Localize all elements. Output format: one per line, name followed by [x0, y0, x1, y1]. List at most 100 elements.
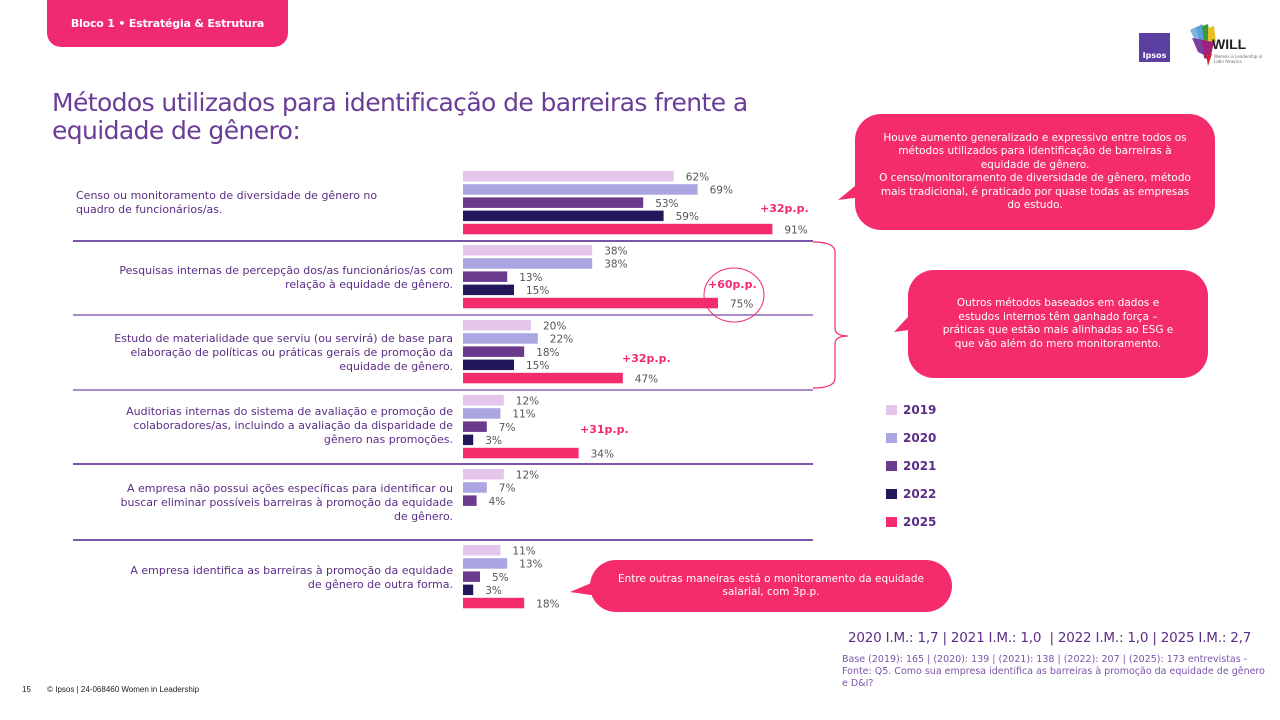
category-label-line: elaboração de políticas ou práticas gera…	[130, 346, 453, 359]
category-label-1: Pesquisas internas de percepção dos/as f…	[68, 264, 453, 292]
ipsos-logo: Ipsos	[1139, 33, 1170, 62]
legend-label: 2021	[903, 459, 937, 473]
value-label-2020-cat2: 22%	[550, 334, 573, 346]
legend-item-2025: 2025	[886, 508, 936, 536]
value-label-2019-cat0: 62%	[686, 172, 709, 184]
value-label-2025-cat0: 91%	[784, 224, 807, 236]
category-label-line: A empresa identifica as barreiras à prom…	[130, 564, 453, 577]
value-label-2019-cat4: 12%	[516, 470, 539, 482]
bar-2019-cat0	[463, 171, 674, 182]
bar-2019-cat3	[463, 395, 504, 406]
bar-2021-cat3	[463, 421, 487, 432]
grouping-brace	[812, 241, 849, 389]
legend-swatch	[886, 433, 897, 443]
bar-2019-cat1	[463, 245, 593, 256]
delta-annotation-cat3: +31p.p.	[580, 423, 629, 436]
will-logo-text: WILL	[1212, 36, 1247, 52]
legend-item-2020: 2020	[886, 424, 936, 452]
section-tab-label: Bloco 1 • Estratégia & Estrutura	[70, 17, 265, 30]
bar-2025-cat2	[463, 372, 623, 384]
value-label-2022-cat0: 59%	[676, 211, 699, 223]
page-title: Métodos utilizados para identificação de…	[52, 87, 748, 145]
value-label-2021-cat1: 13%	[519, 272, 542, 284]
bar-2022-cat0	[463, 210, 664, 222]
legend-swatch	[886, 489, 897, 499]
page-number: 15	[22, 685, 31, 694]
bar-2020-cat5	[463, 558, 508, 569]
value-label-2019-cat1: 38%	[604, 246, 627, 258]
category-divider	[73, 389, 813, 391]
bar-2025-cat1	[463, 297, 718, 309]
category-label-line: Pesquisas internas de percepção dos/as f…	[119, 264, 453, 277]
bar-2022-cat1	[463, 284, 514, 296]
value-label-2025-cat2: 47%	[635, 373, 658, 385]
category-label-line: relação à equidade de gênero.	[285, 278, 453, 291]
category-label-line: quadro de funcionários/as.	[76, 203, 223, 216]
section-tab: Bloco 1 • Estratégia & Estrutura	[47, 0, 288, 47]
callout-middle: Outros métodos baseados em dados e estud…	[908, 270, 1208, 378]
category-label-line: de gênero de outra forma.	[307, 578, 453, 591]
legend-item-2019: 2019	[886, 396, 936, 424]
delta-annotation-cat0: +32p.p.	[760, 202, 809, 215]
category-label-4: A empresa não possui ações específicas p…	[68, 482, 453, 524]
bar-2025-cat0	[463, 223, 773, 235]
bar-2022-cat5	[463, 584, 474, 596]
category-label-line: Censo ou monitoramento de diversidade de…	[76, 189, 378, 202]
bar-2019-cat2	[463, 320, 531, 331]
category-divider	[73, 314, 813, 316]
legend-swatch	[886, 405, 897, 415]
ipsos-logo-text: Ipsos	[1142, 51, 1167, 60]
bar-2025-cat3	[463, 447, 579, 459]
will-logo-hands-icon	[1190, 24, 1216, 66]
callout-bottom: Entre outras maneiras está o monitoramen…	[590, 560, 952, 612]
bar-2021-cat5	[463, 571, 480, 582]
legend-item-2021: 2021	[886, 452, 936, 480]
legend-swatch	[886, 461, 897, 471]
category-divider	[73, 463, 813, 465]
value-label-2020-cat0: 69%	[710, 185, 733, 197]
legend-label: 2025	[903, 515, 937, 529]
bar-2022-cat2	[463, 359, 514, 371]
value-label-2020-cat4: 7%	[499, 483, 516, 495]
bar-2020-cat4	[463, 482, 487, 493]
category-label-line: de gênero.	[393, 510, 453, 523]
value-label-2021-cat5: 5%	[492, 572, 509, 584]
im-summary: 2020 I.M.: 1,7 | 2021 I.M.: 1,0 | 2022 I…	[848, 630, 1252, 646]
category-label-line: equidade de gênero.	[339, 360, 453, 373]
callout-bottom-text: Entre outras maneiras está o monitoramen…	[618, 572, 924, 599]
legend-label: 2019	[903, 403, 937, 417]
bar-2021-cat1	[463, 271, 508, 282]
category-label-5: A empresa identifica as barreiras à prom…	[68, 564, 453, 592]
bar-2020-cat0	[463, 184, 698, 195]
category-label-line: A empresa não possui ações específicas p…	[126, 482, 453, 495]
value-label-2019-cat2: 20%	[543, 321, 566, 333]
category-label-line: Auditorias internas do sistema de avalia…	[126, 405, 453, 418]
will-logo: WILL Women in Leadership in Latin Americ…	[1186, 24, 1266, 69]
bar-2025-cat5	[463, 597, 525, 609]
value-label-2025-cat1: 75%	[730, 298, 753, 310]
value-label-2020-cat3: 11%	[512, 409, 535, 421]
delta-annotation-cat2: +32p.p.	[622, 352, 671, 365]
category-label-line: Estudo de materialidade que serviu (ou s…	[114, 332, 453, 345]
copyright: © Ipsos | 24-068460 Women in Leadership	[47, 685, 200, 694]
legend-swatch	[886, 517, 897, 527]
legend-item-2022: 2022	[886, 480, 936, 508]
legend-label: 2022	[903, 487, 937, 501]
category-label-line: gênero nas promoções.	[323, 433, 453, 446]
bar-2020-cat3	[463, 408, 501, 419]
category-label-line: buscar eliminar possíveis barreiras à pr…	[120, 496, 453, 509]
value-label-2020-cat1: 38%	[604, 259, 627, 271]
callout-top: Houve aumento generalizado e expressivo …	[855, 114, 1215, 230]
bar-2020-cat1	[463, 258, 593, 269]
value-label-2020-cat5: 13%	[519, 559, 542, 571]
callout-middle-text: Outros métodos baseados em dados e estud…	[942, 297, 1174, 350]
legend-label: 2020	[903, 431, 937, 445]
value-label-2025-cat5: 18%	[536, 598, 559, 610]
bar-2019-cat5	[463, 545, 501, 556]
value-label-2021-cat4: 4%	[489, 496, 506, 508]
bar-2022-cat3	[463, 434, 474, 446]
will-logo-subtitle: Women in Leadership in Latin America	[1214, 54, 1263, 64]
value-label-2022-cat3: 3%	[485, 435, 502, 447]
footer: 15 © Ipsos | 24-068460 Women in Leadersh…	[22, 685, 199, 694]
callout-top-text: Houve aumento generalizado e expressivo …	[879, 131, 1191, 212]
